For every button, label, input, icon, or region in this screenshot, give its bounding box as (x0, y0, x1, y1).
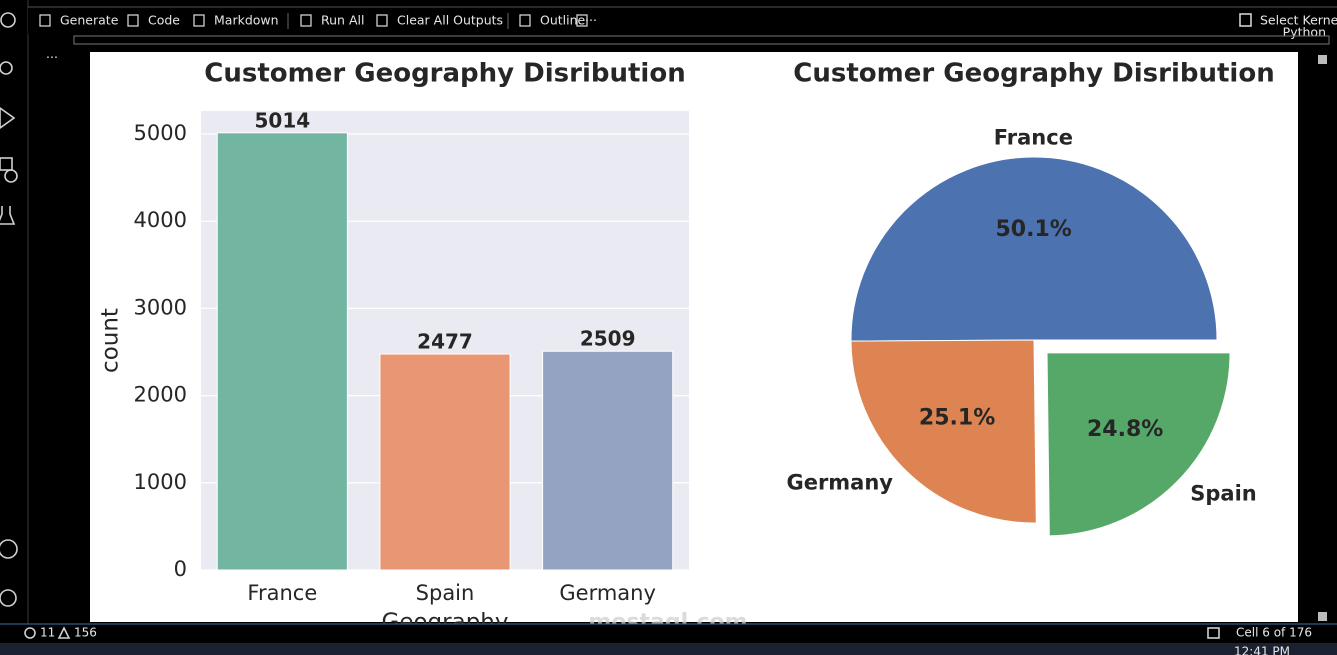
y-tick-label: 3000 (134, 295, 187, 319)
toolbar-icon[interactable] (576, 14, 588, 27)
toolbar-icon[interactable] (376, 14, 388, 27)
cell-position[interactable]: Cell 6 of 176 (1236, 626, 1312, 640)
percent-label: 50.1% (995, 217, 1071, 242)
slice-label: France (994, 126, 1073, 150)
account-icon[interactable] (0, 539, 18, 559)
bar (379, 353, 511, 571)
y-axis-label: count (98, 308, 124, 373)
pie-slice (1046, 352, 1231, 537)
error-count[interactable]: 11 (40, 626, 55, 640)
toolbar-button[interactable]: Outline (540, 13, 586, 28)
toolbar-items: Generate Code Markdown Run All Clear All Out… (39, 13, 597, 29)
y-tick-label: 1000 (134, 470, 187, 494)
data-label: 5014 (254, 108, 310, 132)
cell-border (73, 35, 1330, 45)
warning-icon (57, 626, 71, 639)
select-kernel[interactable]: Select Kernel (1260, 13, 1337, 28)
x-tick-label: Germany (559, 581, 656, 605)
percent-label: 25.1% (919, 405, 995, 430)
chart-title: Customer Geography Disribution (793, 59, 1274, 89)
toolbar-icon[interactable] (193, 14, 205, 27)
y-tick-label: 0 (174, 557, 187, 581)
extensions-icon[interactable] (0, 157, 13, 171)
activity-bar (0, 0, 28, 624)
status-bar (0, 624, 1337, 643)
data-label: 2477 (417, 330, 473, 354)
toolbar-button[interactable]: Markdown (214, 13, 279, 28)
data-label: 2509 (580, 327, 636, 351)
testing-icon[interactable] (0, 206, 16, 225)
run-icon[interactable] (0, 107, 16, 129)
toolbar-button[interactable]: Clear All Outputs (397, 13, 503, 28)
y-tick-label: 4000 (134, 208, 187, 232)
chart-title: Customer Geography Disribution (204, 59, 685, 89)
cell-menu[interactable]: ··· (46, 50, 58, 65)
slice-label: Germany (786, 471, 893, 495)
toolbar-icon[interactable] (300, 14, 312, 27)
bar (216, 132, 348, 571)
language: Python (1283, 25, 1326, 40)
pie-slice (850, 156, 1218, 342)
toolbar-icon[interactable] (39, 14, 51, 27)
scroll-arrow[interactable] (1318, 55, 1327, 64)
source-control-icon[interactable] (0, 61, 13, 75)
y-tick-label: 2000 (134, 383, 187, 407)
toolbar-button[interactable]: Generate (60, 13, 119, 28)
x-tick-label: France (247, 581, 317, 605)
scroll-arrow[interactable] (1318, 612, 1327, 621)
toolbar-icon[interactable] (519, 14, 531, 27)
error-icon (24, 627, 36, 639)
y-tick-label: 5000 (134, 121, 187, 145)
slice-label: Spain (1190, 481, 1256, 505)
copilot-icon[interactable] (1207, 627, 1220, 639)
charts: Customer Geography Disribution 0 1000 2000 3… (98, 59, 1275, 636)
toolbar-button[interactable]: Code (148, 13, 180, 28)
settings-icon[interactable] (0, 589, 17, 607)
warning-count[interactable]: 156 (74, 626, 97, 640)
kernel-icon[interactable] (1239, 13, 1252, 27)
pie-slice (850, 339, 1037, 524)
clock: 12:41 PM (1234, 645, 1290, 655)
toolbar-button[interactable]: ··· (585, 13, 597, 28)
x-tick-label: Spain (416, 581, 475, 605)
bar (542, 350, 674, 571)
toolbar-button[interactable]: Run All (321, 13, 364, 28)
search-icon[interactable] (0, 12, 16, 28)
percent-label: 24.8% (1087, 417, 1163, 442)
toolbar-icon[interactable] (127, 14, 139, 27)
toolbar (28, 8, 1337, 34)
taskbar (0, 643, 1337, 655)
timer-icon[interactable] (4, 169, 18, 183)
